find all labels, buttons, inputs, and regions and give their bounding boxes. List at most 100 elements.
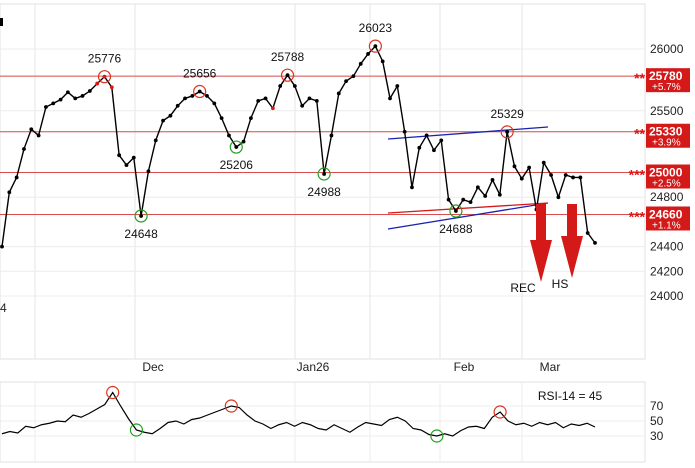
upper-channel-line — [387, 126, 549, 140]
x-tick-label: Dec — [142, 360, 163, 374]
price-point — [29, 127, 34, 132]
y-tick-label: 24400 — [650, 240, 684, 254]
price-point — [380, 59, 385, 64]
level-tag — [646, 123, 690, 148]
price-line — [1, 44, 596, 247]
price-point — [146, 169, 151, 174]
level-tag — [646, 68, 690, 93]
trough-label: 25206 — [220, 158, 254, 172]
price-point — [292, 84, 297, 88]
price-point — [468, 200, 473, 205]
rsi-line — [1, 391, 596, 437]
peak-marker — [280, 68, 295, 82]
price-point — [549, 173, 553, 177]
price-point — [593, 240, 597, 245]
price-point — [197, 89, 202, 94]
price-point — [73, 96, 78, 101]
price-point — [241, 139, 246, 144]
trough-marker — [317, 167, 331, 181]
price-point — [402, 129, 407, 134]
price-point — [227, 133, 231, 138]
level-tag — [646, 164, 690, 189]
peak-label: 25656 — [183, 66, 217, 80]
trough-marker — [229, 140, 243, 154]
price-point — [512, 164, 517, 169]
level-tag-value: 25330 — [649, 125, 683, 139]
level-tag-value: 24660 — [649, 207, 683, 221]
price-point — [263, 96, 268, 101]
y-tick-label: 26000 — [650, 42, 684, 56]
trough-marker — [449, 204, 463, 218]
price-point — [124, 163, 129, 167]
price-point — [541, 160, 546, 165]
peak-marker — [500, 125, 514, 139]
price-point — [461, 197, 466, 202]
price-point — [395, 84, 400, 88]
lower-channel-line — [387, 202, 549, 230]
price-point — [14, 175, 19, 180]
price-point — [505, 129, 510, 134]
price-point — [58, 97, 63, 102]
price-point — [300, 103, 305, 108]
price-point — [519, 176, 524, 181]
price-point — [556, 195, 561, 200]
peak-label: 25776 — [88, 52, 122, 66]
y-tick-label: 24000 — [650, 289, 684, 303]
price-point — [366, 52, 370, 56]
price-point — [475, 185, 480, 190]
peak-marker — [368, 39, 382, 53]
x-tick-label: Jan26 — [297, 360, 330, 374]
price-point — [256, 98, 261, 103]
price-point — [161, 118, 165, 123]
price-point — [483, 194, 488, 198]
peak-marker — [193, 84, 207, 99]
price-point — [344, 79, 348, 84]
price-point — [65, 90, 70, 95]
price-point — [131, 155, 136, 160]
peak-label: 25329 — [490, 107, 524, 121]
price-point — [219, 116, 224, 121]
price-point — [563, 173, 568, 177]
trough-label: 24688 — [439, 222, 473, 236]
price-point — [322, 172, 327, 176]
level-stars: *** — [629, 167, 646, 183]
price-point — [139, 214, 143, 218]
price-point — [95, 81, 100, 86]
peak-label: 26023 — [359, 21, 393, 35]
level-stars: ** — [634, 126, 645, 142]
trough-label: 24988 — [307, 185, 341, 199]
price-panel — [0, 3, 646, 360]
rsi-extreme-marker — [224, 399, 238, 413]
price-point — [439, 138, 444, 143]
price-point — [168, 113, 173, 118]
price-point — [175, 103, 180, 108]
price-point — [410, 185, 414, 190]
price-point — [36, 133, 41, 138]
price-point — [373, 44, 378, 49]
price-point — [571, 175, 575, 180]
rsi-extreme-marker — [430, 429, 444, 443]
price-point — [7, 190, 12, 195]
level-tag-pct: +3.9% — [652, 138, 681, 149]
target-arrow-label: HS — [552, 277, 569, 291]
price-point — [183, 96, 187, 101]
rsi-extreme-marker — [106, 385, 120, 400]
price-point — [44, 105, 48, 109]
price-point — [314, 98, 319, 103]
target-arrow — [530, 204, 552, 282]
rsi-extreme-marker — [493, 405, 507, 419]
price-point — [278, 84, 283, 88]
rsi-tick-label: 70 — [650, 399, 664, 413]
price-point — [424, 133, 429, 138]
price-point — [234, 145, 239, 149]
price-point — [497, 192, 502, 197]
y-tick-label: 24800 — [650, 190, 684, 204]
left-edge-label: 4 — [0, 301, 7, 315]
target-arrow-label: REC — [510, 281, 536, 295]
level-tag-pct: +5.7% — [652, 82, 681, 93]
peak-marker — [97, 70, 112, 84]
rsi-tick-label: 30 — [650, 429, 664, 443]
x-tick-label: Feb — [454, 360, 475, 374]
price-point — [585, 231, 590, 235]
